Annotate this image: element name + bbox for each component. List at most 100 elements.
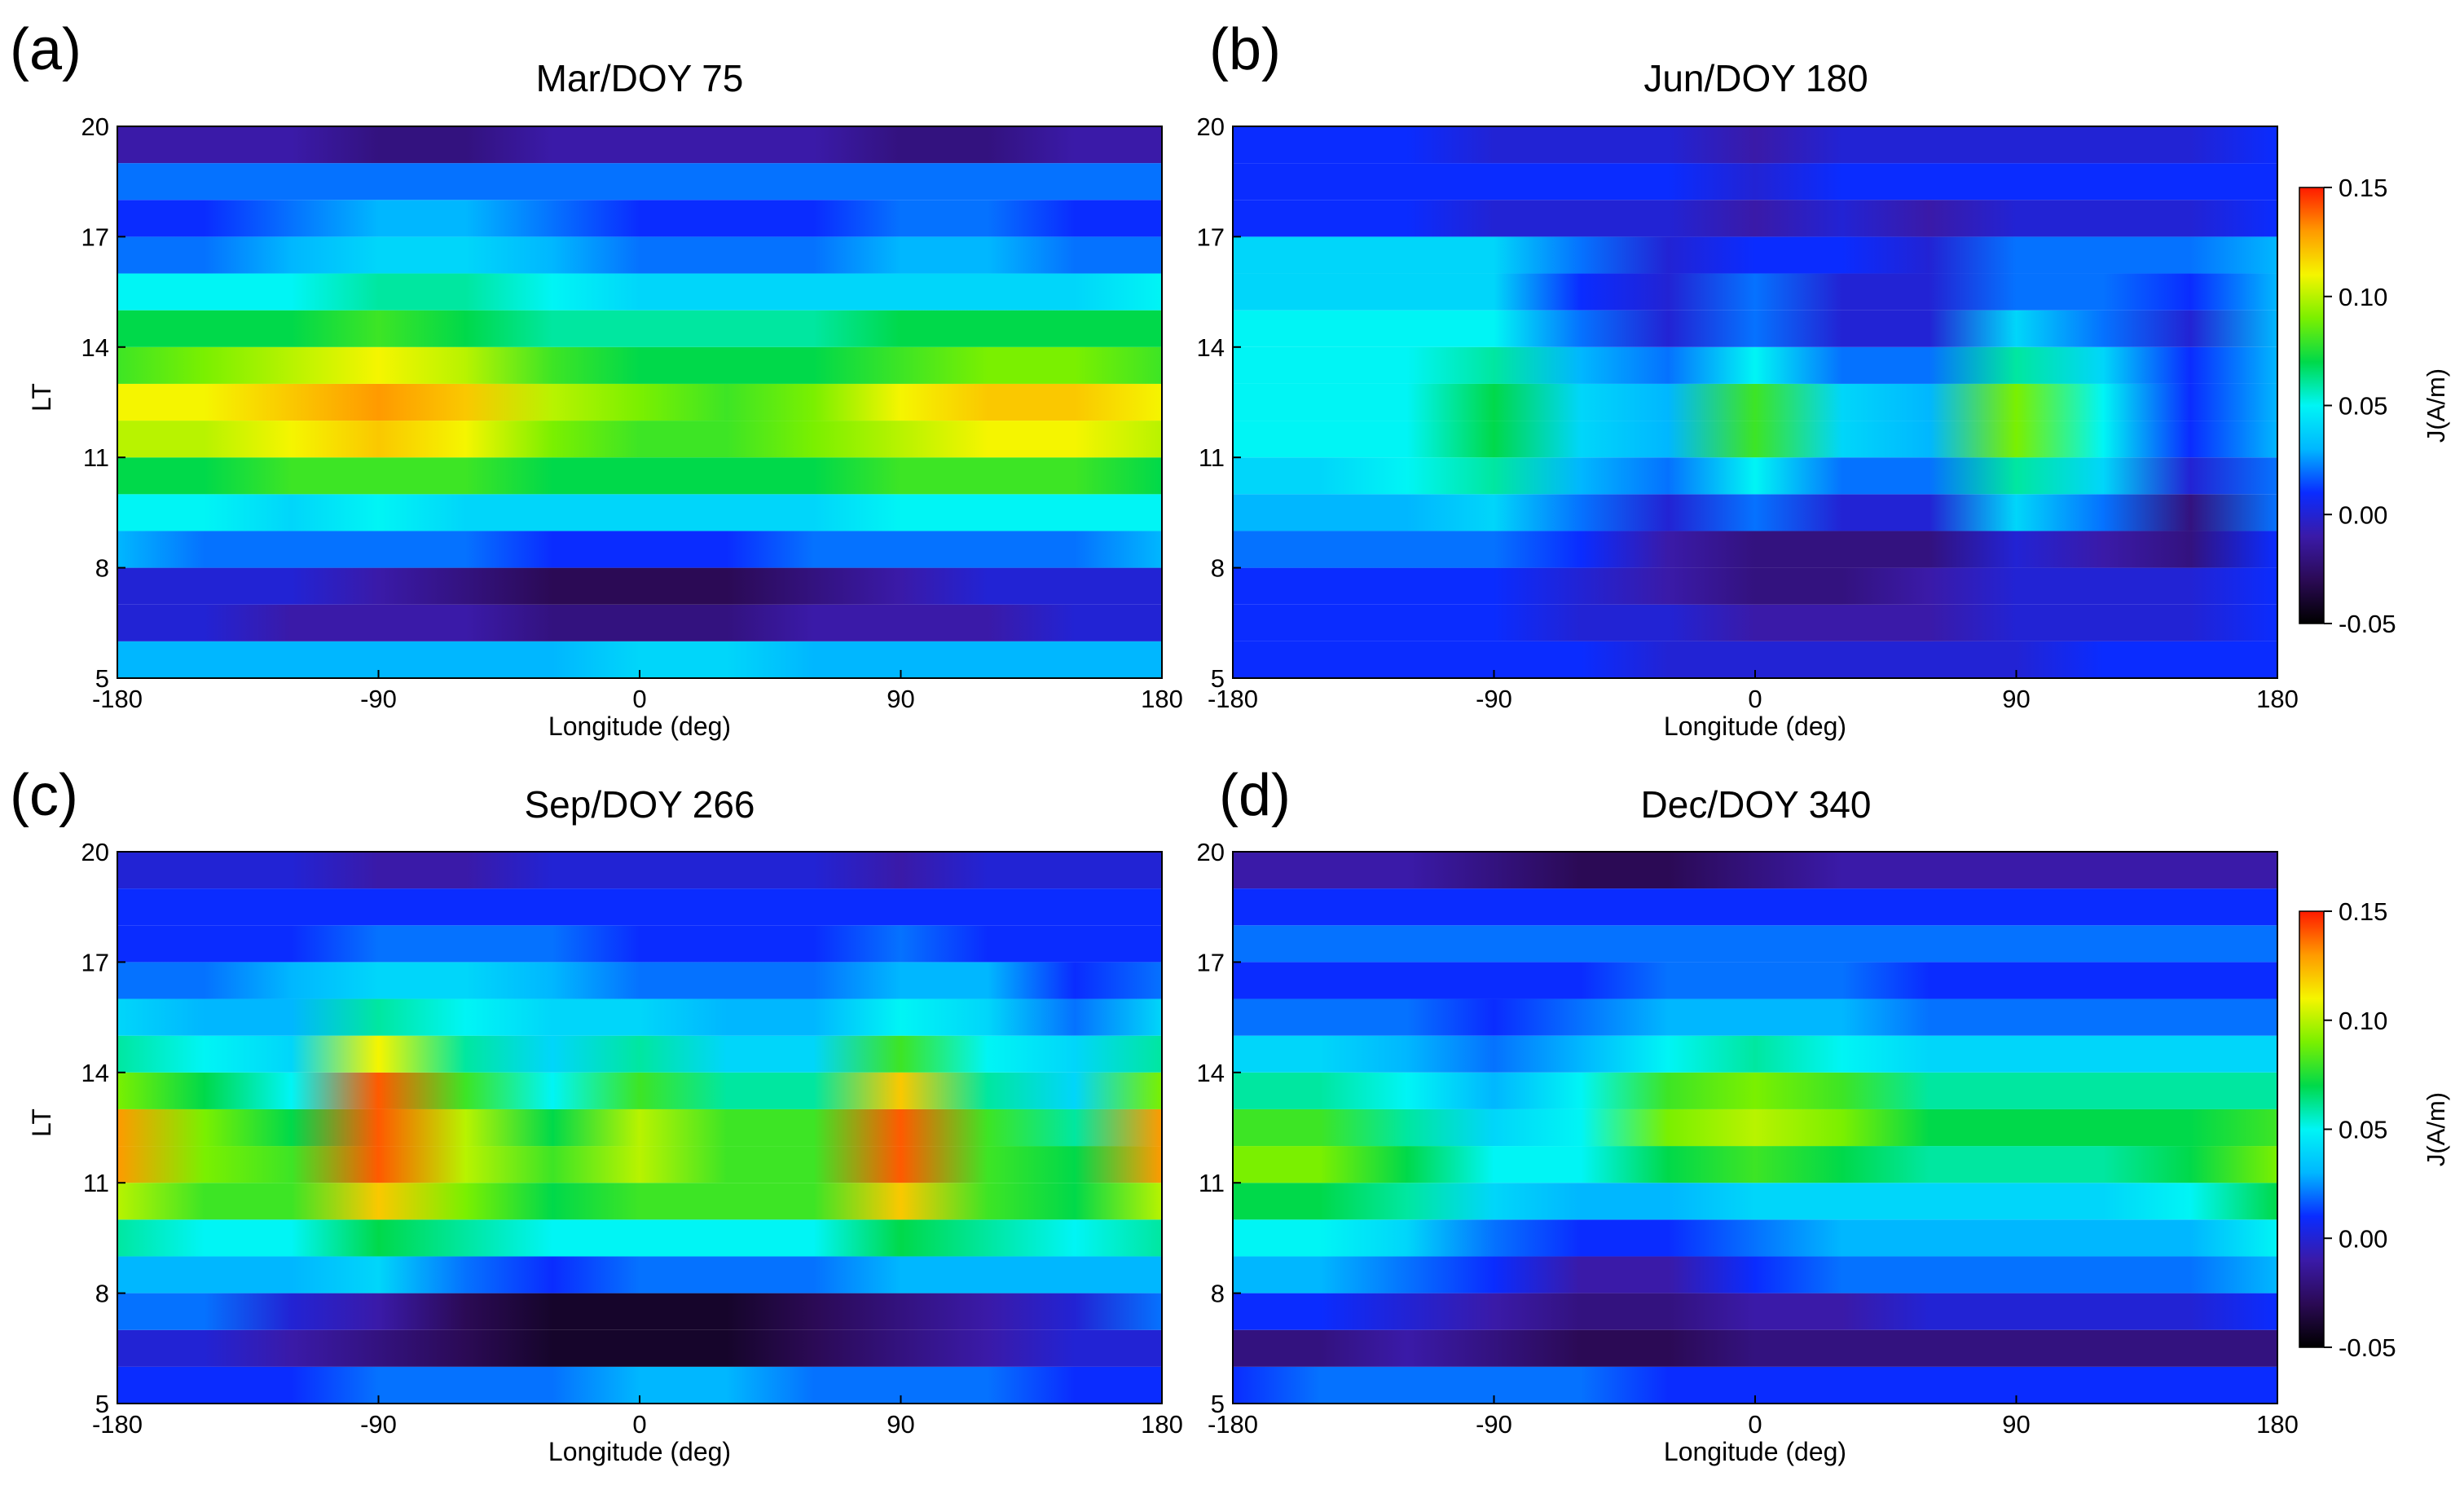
y-axis-label: LT	[27, 383, 56, 412]
x-axis-label: Longitude (deg)	[548, 1437, 731, 1466]
heatmap-band-lt-12	[117, 1108, 1162, 1147]
heatmap-band-lt-11	[117, 1146, 1162, 1183]
heatmap-band-lt-14	[1233, 310, 2277, 347]
heatmap-band-lt-11	[117, 421, 1162, 458]
panel-label: (d)	[1219, 763, 1291, 828]
x-tick-label: -180	[92, 1410, 143, 1439]
x-tick-label: -90	[1476, 685, 1512, 713]
y-tick-label: 17	[81, 948, 109, 976]
heatmap-band-lt-12	[1233, 383, 2277, 421]
x-tick-label: 180	[2256, 685, 2299, 713]
heatmap-band-lt-18	[117, 888, 1162, 926]
colorbar: -0.05 0.00 0.05 0.10 0.15 J(A/m)	[2299, 174, 2450, 638]
y-tick-label: 8	[95, 1280, 109, 1308]
heatmap-band-lt-18	[117, 163, 1162, 201]
heatmap-band-lt-8	[117, 1256, 1162, 1293]
y-tick-label: 14	[81, 333, 109, 362]
heatmap-band-lt-12	[117, 383, 1162, 421]
y-tick-label: 11	[83, 1169, 109, 1197]
heatmap-band-lt-16	[1233, 236, 2277, 274]
heatmap-band-lt-9	[1233, 1219, 2277, 1257]
panel-title: Mar/DOY 75	[536, 57, 744, 99]
panel-label: (a)	[10, 17, 81, 82]
x-tick-label: -90	[360, 685, 397, 713]
y-tick-label: 20	[1197, 112, 1225, 141]
colorbar-tick-label: 0.15	[2339, 897, 2387, 926]
heatmap-band-lt-16	[117, 962, 1162, 999]
colorbar-gradient	[2299, 187, 2325, 624]
y-tick-label: 11	[1199, 1169, 1225, 1197]
x-tick-label: -180	[1208, 685, 1258, 713]
y-tick-label: 5	[1211, 1390, 1225, 1418]
heatmap-band-lt-7	[1233, 1293, 2277, 1330]
colorbar-tick-label: 0.00	[2339, 500, 2387, 529]
heatmap-band-lt-16	[1233, 962, 2277, 999]
y-tick-label: 11	[83, 443, 109, 472]
y-tick-label: 8	[1211, 554, 1225, 583]
colorbar-tick-label: 0.10	[2339, 283, 2387, 311]
y-axis-label: LT	[27, 1108, 56, 1137]
y-tick-label: 20	[81, 112, 109, 141]
heatmap-band-lt-15	[117, 273, 1162, 311]
heatmap-band-lt-8	[1233, 1256, 2277, 1293]
heatmap-band-lt-17	[1233, 925, 2277, 963]
colorbar-tick-label: 0.10	[2339, 1007, 2387, 1035]
heatmap-band-lt-19	[1233, 852, 2277, 889]
heatmap-band-lt-13	[117, 1072, 1162, 1109]
heatmap-band-lt-7	[117, 1293, 1162, 1330]
heatmap-band-lt-14	[117, 310, 1162, 347]
x-axis-label: Longitude (deg)	[1664, 712, 1846, 741]
x-tick-label: 0	[1748, 685, 1762, 713]
heatmap-band-lt-9	[117, 494, 1162, 531]
heatmap-band-lt-10	[117, 457, 1162, 495]
heatmap-band-lt-6	[1233, 604, 2277, 641]
heatmap-band-lt-14	[117, 1035, 1162, 1073]
heatmap-band-lt-15	[1233, 273, 2277, 311]
heatmap-band-lt-9	[117, 1219, 1162, 1257]
panel-label: (b)	[1209, 17, 1281, 82]
heatmap-band-lt-15	[117, 998, 1162, 1036]
heatmap-band-lt-17	[117, 200, 1162, 237]
heatmap-band-lt-6	[117, 604, 1162, 641]
colorbars-layer: -0.05 0.00 0.05 0.10 0.15 J(A/m) -0.05 0.00 0.05…	[2299, 174, 2450, 1362]
heatmap-band-lt-7	[1233, 567, 2277, 605]
panel-label: (c)	[10, 763, 78, 828]
heatmap-band-lt-13	[1233, 1072, 2277, 1109]
x-tick-label: 90	[2002, 1410, 2030, 1439]
y-tick-label: 5	[1211, 664, 1225, 693]
heatmap-band-lt-15	[1233, 998, 2277, 1036]
heatmap-band-lt-17	[1233, 200, 2277, 237]
x-tick-label: -90	[1476, 1410, 1512, 1439]
heatmap-band-lt-9	[1233, 494, 2277, 531]
panels-layer: -180 -90 0 90 180 5 8 11 14 17 20 Longitude (deg) LT…	[10, 17, 2299, 1466]
x-tick-label: 180	[1141, 1410, 1183, 1439]
heatmap-band-lt-19	[117, 126, 1162, 164]
panel-a: -180 -90 0 90 180 5 8 11 14 17 20 Longitude (deg) LT…	[10, 17, 1183, 741]
panel-title: Sep/DOY 266	[524, 783, 755, 826]
y-tick-label: 14	[1197, 333, 1225, 362]
heatmap-band-lt-13	[1233, 346, 2277, 384]
x-tick-label: 180	[1141, 685, 1183, 713]
y-tick-label: 20	[1197, 838, 1225, 866]
x-tick-label: 90	[2002, 685, 2030, 713]
colorbar-tick-label: 0.05	[2339, 1116, 2387, 1144]
y-tick-label: 5	[95, 664, 109, 693]
x-tick-label: -180	[1208, 1410, 1258, 1439]
heatmap-band-lt-10	[117, 1183, 1162, 1220]
y-tick-label: 8	[95, 554, 109, 583]
colorbar-tick-label: -0.05	[2339, 610, 2396, 638]
y-tick-label: 8	[1211, 1280, 1225, 1308]
panel-title: Dec/DOY 340	[1641, 783, 1872, 826]
heatmap-band-lt-16	[117, 236, 1162, 274]
y-tick-label: 17	[1197, 948, 1225, 976]
heatmap-band-lt-10	[1233, 457, 2277, 495]
heatmap-band-lt-8	[117, 531, 1162, 568]
x-tick-label: 90	[887, 685, 914, 713]
colorbar-tick-label: -0.05	[2339, 1333, 2396, 1362]
heatmap-band-lt-18	[1233, 888, 2277, 926]
panel-d: -180 -90 0 90 180 5 8 11 14 17 20 Longitude (deg) De…	[1197, 763, 2299, 1466]
x-tick-label: 90	[887, 1410, 914, 1439]
heatmap-band-lt-12	[1233, 1108, 2277, 1147]
y-tick-label: 17	[81, 223, 109, 251]
colorbar-gradient	[2299, 910, 2325, 1348]
